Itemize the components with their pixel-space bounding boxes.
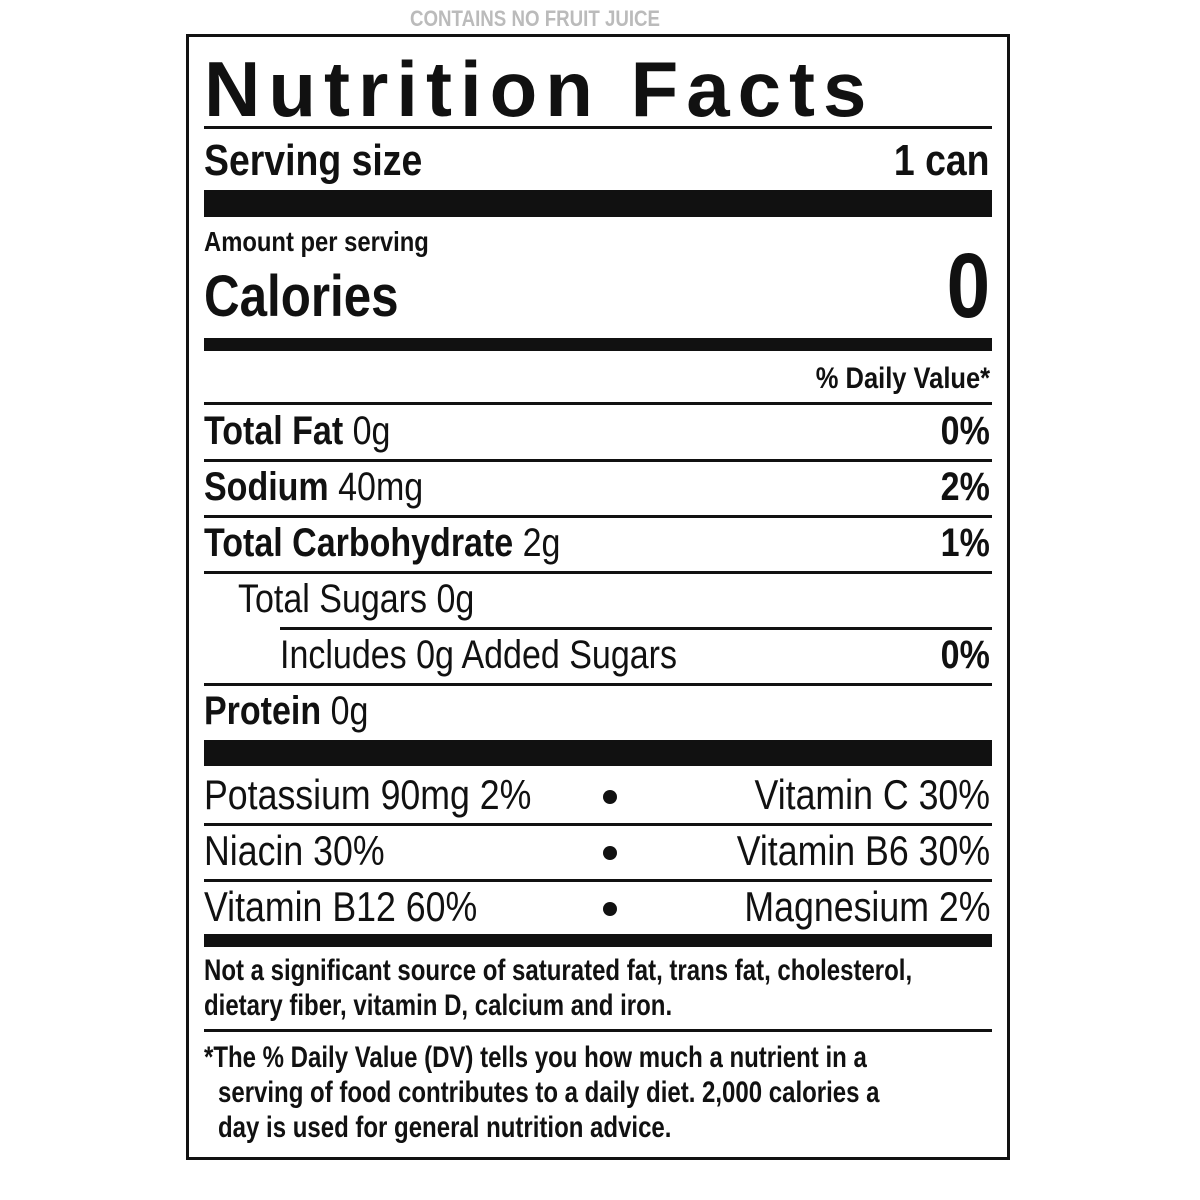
nutrient-row: Total Fat 0g: [204, 411, 390, 451]
nutrient-name: Total Fat: [204, 409, 344, 453]
serving-label: Serving size: [204, 136, 423, 185]
dv-header: % Daily Value*: [815, 362, 990, 395]
vitamin-left: Vitamin B12 60%: [204, 883, 478, 930]
vitamin-right: Vitamin B6 30%: [736, 827, 990, 874]
nutrient-amount: 0g: [352, 409, 391, 453]
vitamin-right: Vitamin C 30%: [754, 771, 990, 818]
footnote-line: *The % Daily Value (DV) tells you how mu…: [204, 1041, 867, 1074]
nutrient-dv: 0%: [940, 409, 990, 453]
footnote-line: dietary fiber, vitamin D, calcium and ir…: [204, 989, 673, 1022]
nutrient-row: Protein 0g: [204, 691, 368, 731]
nutrient-name: Includes 0g Added Sugars: [280, 633, 677, 677]
vitamin-left: Potassium 90mg 2%: [204, 771, 532, 818]
nutrient-name: Protein: [204, 689, 322, 733]
nutrient-name: Total Sugars: [238, 577, 427, 621]
vitamin-right: Magnesium 2%: [743, 883, 990, 930]
label-border: [186, 34, 1010, 1160]
medium-bar: [204, 338, 992, 351]
vitamin-left: Niacin 30%: [204, 827, 385, 874]
footnote-line: Not a significant source of saturated fa…: [204, 954, 913, 987]
thick-bar: [204, 190, 992, 217]
calories-value: 0: [946, 235, 990, 337]
top-note: CONTAINS NO FRUIT JUICE: [410, 6, 661, 31]
nutrient-row: Total Carbohydrate 2g: [204, 523, 560, 563]
bullet: [603, 902, 617, 916]
nutrient-name: Total Carbohydrate: [204, 521, 514, 565]
rule: [204, 402, 992, 405]
nutrient-dv: 0%: [940, 633, 990, 677]
nutrient-amount: 0g: [436, 577, 475, 621]
rule: [204, 571, 992, 574]
bullet: [603, 846, 617, 860]
bullet: [603, 790, 617, 804]
rule: [204, 515, 992, 518]
rule: [204, 879, 992, 882]
nutrient-amount: 0g: [330, 689, 369, 733]
nutrient-dv: 1%: [940, 521, 990, 565]
nutrient-amount: 40mg: [338, 465, 424, 509]
calories-label: Calories: [204, 264, 399, 329]
thick-bar: [204, 740, 992, 766]
rule: [204, 683, 992, 686]
rule: [204, 823, 992, 826]
rule: [204, 1029, 992, 1032]
title: Nutrition Facts: [204, 45, 875, 133]
footnote-line: serving of food contributes to a daily d…: [218, 1076, 880, 1109]
nutrient-amount: 2g: [522, 521, 561, 565]
nutrient-dv: 2%: [940, 465, 990, 509]
rule: [280, 627, 992, 630]
rule: [204, 126, 992, 129]
nutrient-row: Total Sugars 0g: [238, 579, 474, 619]
footnote-line: day is used for general nutrition advice…: [218, 1111, 672, 1144]
rule: [204, 459, 992, 462]
medium-bar: [204, 934, 992, 947]
amount-label: Amount per serving: [204, 226, 429, 257]
serving-value: 1 can: [894, 136, 990, 185]
nutrient-row: Sodium 40mg: [204, 467, 423, 507]
nutrient-name: Sodium: [204, 465, 329, 509]
